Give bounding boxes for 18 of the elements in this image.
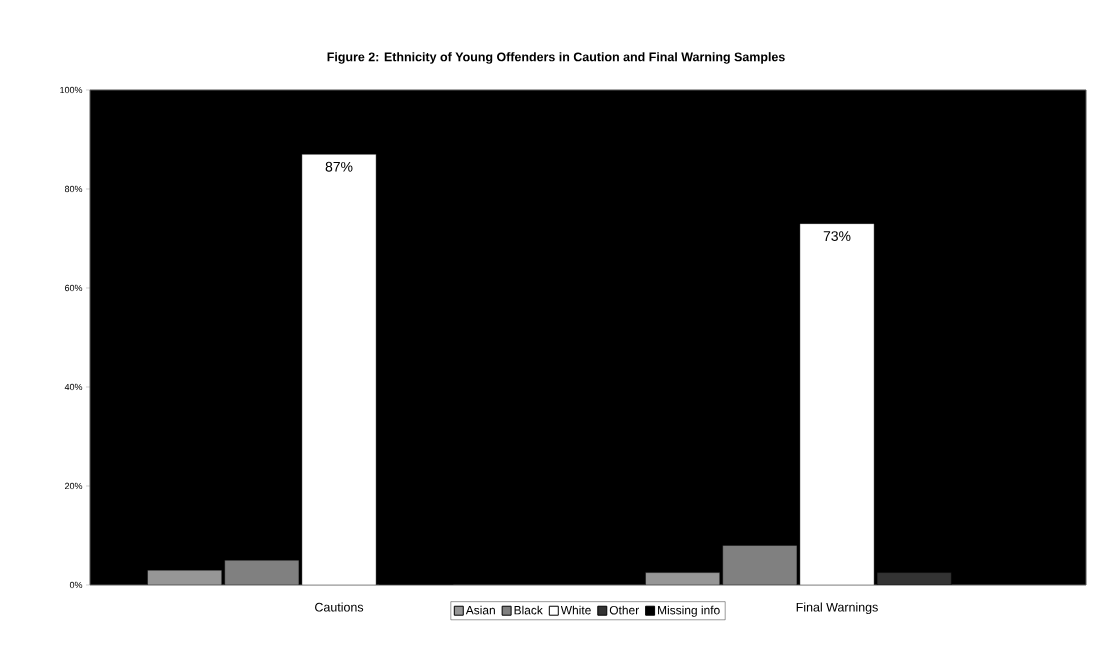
x-tick-label: Cautions bbox=[315, 602, 364, 612]
y-tick-label: 40% bbox=[64, 383, 83, 391]
legend-label: Asian bbox=[465, 605, 495, 615]
legend-label: Other bbox=[609, 605, 639, 615]
y-tick-label: 60% bbox=[65, 284, 83, 292]
data-label: 73% bbox=[823, 231, 851, 242]
y-tick-label: 20% bbox=[65, 482, 83, 490]
bar bbox=[224, 560, 300, 585]
chart-title: Figure 2: Ethnicity of Young Offenders in Caution and Final Warning Samples bbox=[327, 52, 785, 64]
y-tick-label: 0% bbox=[69, 581, 83, 589]
y-tick-label: 80% bbox=[64, 185, 83, 193]
legend-label: Black bbox=[514, 605, 543, 615]
legend-label: White bbox=[560, 605, 591, 615]
bar bbox=[722, 545, 798, 585]
y-tick-label: 100% bbox=[60, 86, 83, 94]
legend-label: Missing info bbox=[658, 605, 720, 617]
x-tick-label: Final Warnings bbox=[796, 602, 878, 615]
data-label: 87% bbox=[325, 161, 353, 172]
